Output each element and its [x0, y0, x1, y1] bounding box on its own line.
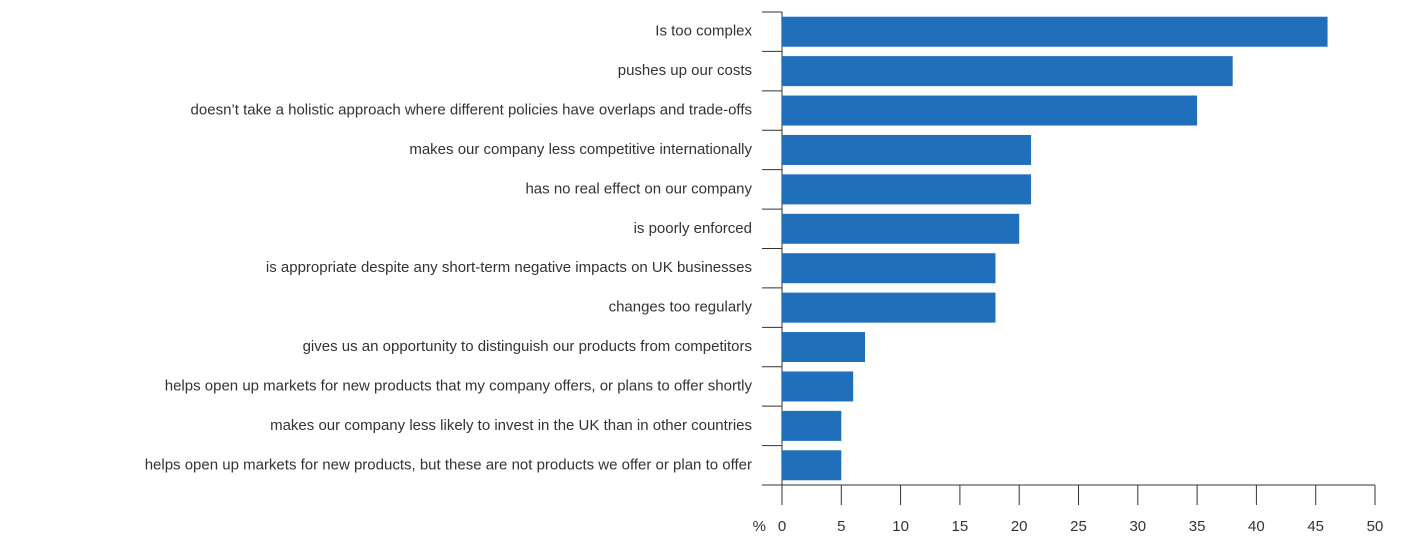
bar [782, 371, 854, 402]
y-tick-label: makes our company less likely to invest … [270, 417, 752, 434]
x-tick-label: 30 [1129, 518, 1146, 535]
y-tick-label: gives us an opportunity to distinguish o… [303, 338, 752, 355]
x-tick-label: 0 [778, 518, 786, 535]
bar [782, 450, 842, 481]
bar [782, 174, 1032, 205]
x-tick-label: 50 [1367, 518, 1384, 535]
y-tick-label: is appropriate despite any short-term ne… [266, 259, 752, 276]
x-tick-label: 25 [1070, 518, 1087, 535]
bar [782, 16, 1328, 47]
x-tick-label: 35 [1189, 518, 1206, 535]
x-tick-label: 40 [1248, 518, 1265, 535]
y-tick-label: changes too regularly [609, 299, 753, 316]
x-tick-label: 10 [892, 518, 909, 535]
y-tick-label: doesn’t take a holistic approach where d… [191, 102, 752, 119]
y-tick-label: pushes up our costs [618, 62, 752, 79]
x-tick-label: 20 [1011, 518, 1028, 535]
x-tick-label: 15 [952, 518, 969, 535]
y-tick-label: has no real effect on our company [525, 180, 752, 197]
x-tick-label: 45 [1307, 518, 1324, 535]
y-tick-label: Is too complex [655, 23, 752, 40]
bar [782, 292, 996, 323]
bar [782, 95, 1198, 126]
y-tick-label: helps open up markets for new products t… [165, 377, 753, 394]
bar [782, 332, 866, 363]
y-tick-label: is poorly enforced [634, 220, 752, 237]
bar [782, 134, 1032, 165]
bar [782, 56, 1233, 87]
bar [782, 410, 842, 441]
y-tick-label: makes our company less competitive inter… [409, 141, 752, 158]
y-tick-label: helps open up markets for new products, … [145, 456, 752, 473]
x-tick-label: 5 [837, 518, 845, 535]
x-axis-label: % [753, 518, 766, 535]
bar [782, 253, 996, 284]
bar [782, 213, 1020, 244]
